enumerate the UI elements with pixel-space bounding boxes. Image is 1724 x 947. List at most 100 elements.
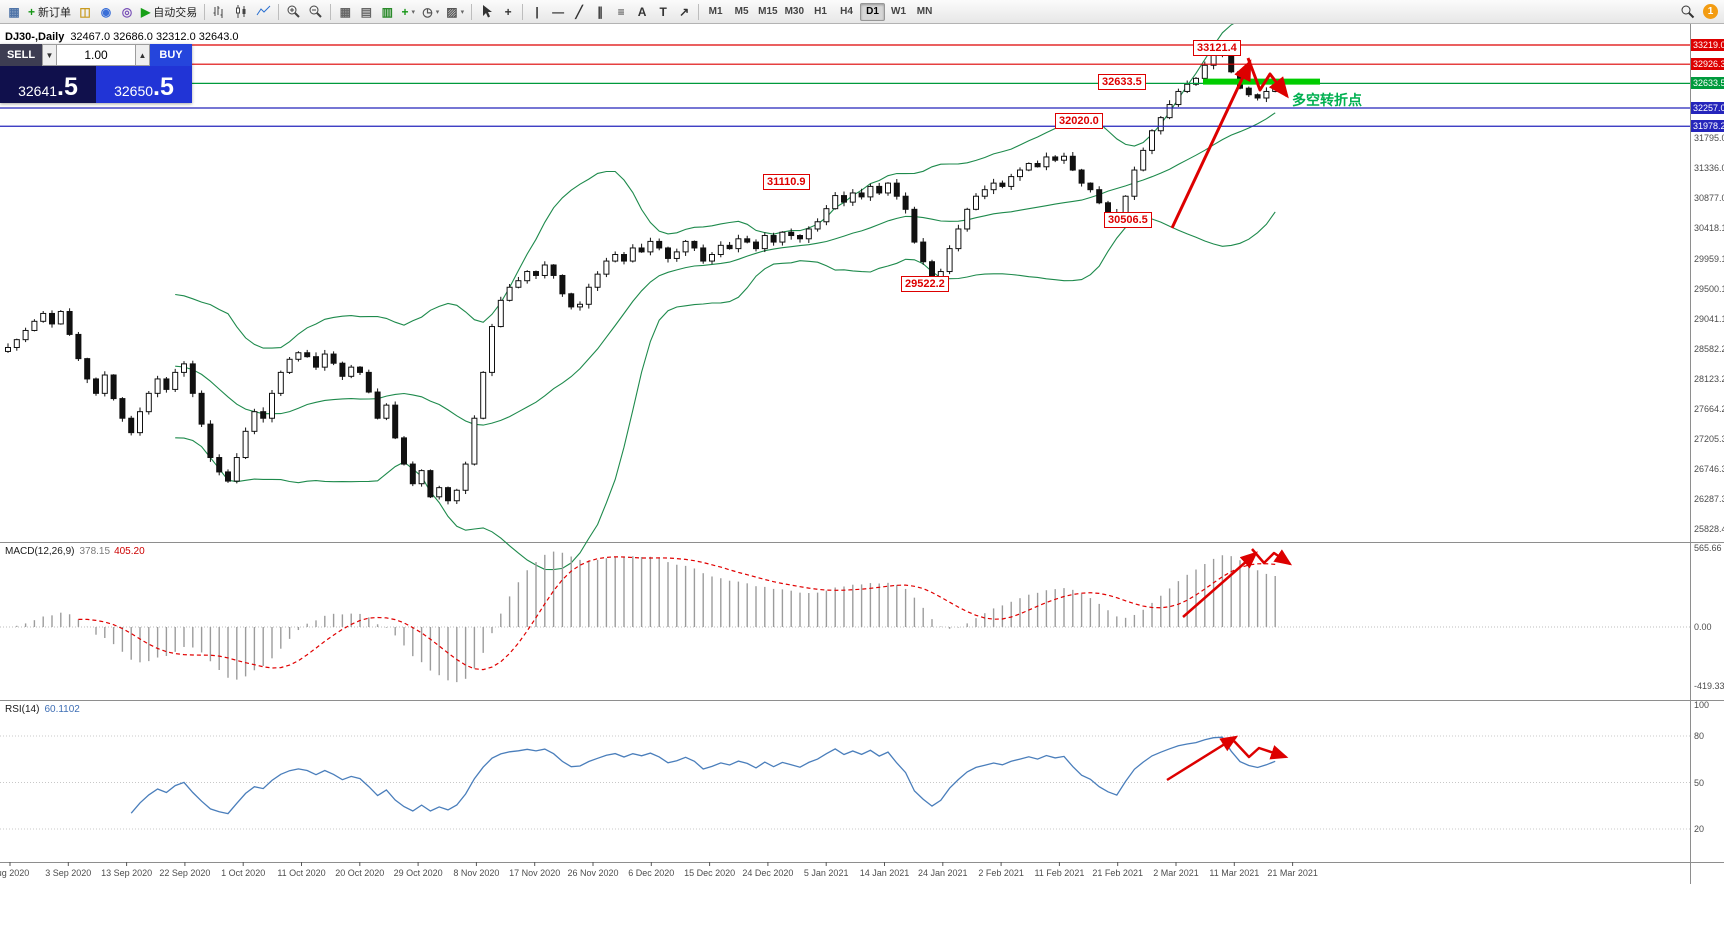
price-annotation[interactable]: 29522.2 <box>901 276 949 292</box>
macd-axis-label: 0.00 <box>1694 622 1712 632</box>
cursor-icon-glyph <box>479 4 494 19</box>
timeframe-m15[interactable]: M15 <box>758 6 778 17</box>
bar-chart-icon[interactable] <box>209 2 230 22</box>
timeframe-h4[interactable]: H4 <box>840 6 853 17</box>
fibonacci-icon[interactable]: ≡ <box>611 2 631 22</box>
date-axis-label: 24 Dec 2020 <box>742 868 794 878</box>
date-axis-label: 8 Nov 2020 <box>453 868 500 878</box>
profiles-icon[interactable]: ◫ <box>75 2 95 22</box>
price-annotation[interactable]: 33121.4 <box>1193 40 1241 56</box>
turning-point-label[interactable]: 多空转折点 <box>1292 92 1362 108</box>
candlestick-chart-icon[interactable] <box>231 2 252 22</box>
timeframe-d1[interactable]: D1 <box>860 2 886 21</box>
autotrading-button-label: 自动交易 <box>153 6 198 19</box>
line-chart-icon-glyph <box>256 4 271 19</box>
timeframe-m1[interactable]: M1 <box>708 6 723 17</box>
market-watch-icon[interactable]: ◉ <box>96 2 116 22</box>
profiles-icon-glyph: ◫ <box>79 4 91 19</box>
chart-shift-icon[interactable]: ▥ <box>377 2 397 22</box>
cursor-icon[interactable] <box>476 2 497 22</box>
toolbar-separator <box>471 3 473 20</box>
lot-increase-button[interactable]: ▲ <box>135 44 150 66</box>
zoom-in-icon-glyph <box>286 4 301 19</box>
caret-down-icon: ▾ <box>435 8 440 16</box>
date-axis-label: 29 Oct 2020 <box>393 868 443 878</box>
date-axis-label: Aug 2020 <box>0 868 30 878</box>
timeframe-m30[interactable]: M30 <box>784 6 805 17</box>
price-level-label: 32926.3 <box>1691 58 1724 71</box>
rsi-axis-label: 20 <box>1694 824 1705 834</box>
auto-arrange-icon[interactable]: ▤ <box>356 2 376 22</box>
date-axis-label: 2 Mar 2021 <box>1153 868 1199 878</box>
price-annotation[interactable]: 32020.0 <box>1055 113 1103 129</box>
candlestick-chart-icon-glyph <box>234 4 249 19</box>
sell-button[interactable]: SELL <box>0 44 42 66</box>
toolbar-right: 1 <box>1677 2 1720 22</box>
channel-icon[interactable]: ∥ <box>590 2 610 22</box>
price-annotation[interactable]: 30506.5 <box>1104 212 1152 228</box>
trendline-icon[interactable]: ╱ <box>569 2 589 22</box>
date-axis-label: 21 Mar 2021 <box>1267 868 1318 878</box>
date-axis-label: 21 Feb 2021 <box>1092 868 1143 878</box>
caret-down-icon: ▾ <box>460 8 465 16</box>
symbol-info: DJ30-,Daily 32467.0 32686.0 32312.0 32643… <box>5 31 239 43</box>
fibonacci-icon-glyph: ≡ <box>617 4 625 19</box>
buy-price[interactable]: 32650 .5 <box>96 66 192 103</box>
timeframe-w1[interactable]: W1 <box>891 6 907 17</box>
autotrading-button[interactable]: ▶ 自动交易 <box>138 2 200 22</box>
lot-size-input[interactable]: 1.00 <box>57 44 135 66</box>
rsi-axis-label: 80 <box>1694 731 1705 741</box>
indicators-icon[interactable]: + ▾ <box>398 2 418 22</box>
date-axis-label: 11 Mar 2021 <box>1209 868 1260 878</box>
sell-price-main: 32641 <box>18 82 58 99</box>
price-level-label: 31978.2 <box>1691 120 1724 133</box>
date-axis-label: 3 Sep 2020 <box>45 868 92 878</box>
zoom-out-icon[interactable] <box>305 2 326 22</box>
label-icon[interactable]: T <box>653 2 673 22</box>
crosshair-icon[interactable]: + <box>498 2 518 22</box>
vertical-line-icon[interactable]: | <box>527 2 547 22</box>
zoom-in-icon[interactable] <box>283 2 304 22</box>
periods-icon[interactable]: ◷ ▾ <box>419 2 442 22</box>
indicators-icon-glyph: + <box>401 4 409 19</box>
toolbar-buttons: ▦ + 新订单 ◫ ◉ ◎ ▶ 自动交易 ▦ ▤ ▥ + ▾ ◷ ▾ ▨ ▾ + | — ╱ ∥ ≡ A T ↗ <box>4 2 702 22</box>
channel-icon-glyph: ∥ <box>597 4 604 19</box>
price-axis-label: 26746.3 <box>1694 463 1724 474</box>
arrows-icon[interactable]: ↗ <box>674 2 694 22</box>
sell-price[interactable]: 32641 .5 <box>0 66 96 103</box>
navigator-icon[interactable]: ◎ <box>117 2 137 22</box>
price-level-label: 32257.0 <box>1691 102 1724 115</box>
chart-window-icon[interactable]: ▦ <box>4 2 24 22</box>
timeframe-m5[interactable]: M5 <box>734 6 749 17</box>
buy-button[interactable]: BUY <box>150 44 192 66</box>
search-button[interactable] <box>1677 2 1698 22</box>
timeframe-h1[interactable]: H1 <box>814 6 827 17</box>
date-axis-label: 5 Jan 2021 <box>803 868 849 878</box>
templates-icon[interactable]: ▨ ▾ <box>443 2 467 22</box>
text-icon[interactable]: A <box>632 2 652 22</box>
price-axis-label: 27205.3 <box>1694 433 1724 444</box>
tile-windows-icon-glyph: ▦ <box>339 4 351 19</box>
new-order-button-label: 新订单 <box>38 6 72 19</box>
new-order-button[interactable]: + 新订单 <box>25 2 74 22</box>
line-chart-icon[interactable] <box>253 2 274 22</box>
notification-badge[interactable]: 1 <box>1703 4 1718 19</box>
tile-windows-icon[interactable]: ▦ <box>335 2 355 22</box>
price-axis-label: 29041.1 <box>1694 313 1724 324</box>
date-axis-label: 6 Dec 2020 <box>628 868 675 878</box>
periods-icon-glyph: ◷ <box>422 4 433 19</box>
macd-signal-value: 405.20 <box>114 546 145 557</box>
price-axis-label: 30418.1 <box>1694 223 1724 234</box>
price-axis-label: 29959.1 <box>1694 253 1724 264</box>
lot-decrease-button[interactable]: ▼ <box>42 44 57 66</box>
search-icon <box>1680 4 1695 19</box>
date-axis-label: 13 Sep 2020 <box>101 868 153 878</box>
price-annotation[interactable]: 32633.5 <box>1098 74 1146 90</box>
crosshair-icon-glyph: + <box>504 4 512 19</box>
rsi-value: 60.1102 <box>44 704 80 715</box>
price-annotation[interactable]: 31110.9 <box>763 174 810 190</box>
horizontal-line-icon[interactable]: — <box>548 2 568 22</box>
timeframe-mn[interactable]: MN <box>916 6 933 17</box>
